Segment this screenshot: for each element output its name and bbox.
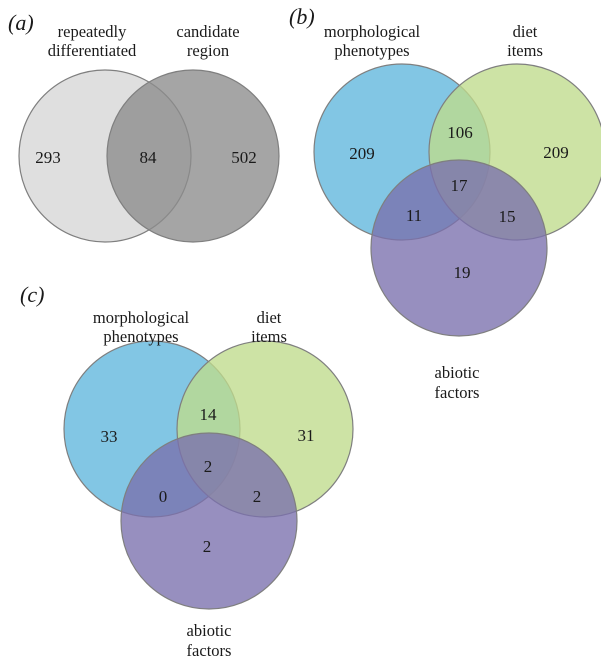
region-count-di-af: 2 bbox=[253, 487, 262, 506]
set-label-rd: differentiated bbox=[48, 41, 137, 60]
set-label-mp: phenotypes bbox=[103, 327, 178, 346]
set-label-cr: region bbox=[187, 41, 229, 60]
venn-circle-cr bbox=[106, 69, 280, 243]
region-count-af: 2 bbox=[203, 537, 212, 556]
region-count-mp-di: 14 bbox=[200, 405, 218, 424]
set-label-mp: phenotypes bbox=[334, 41, 409, 60]
region-count-rd-cr: 84 bbox=[140, 148, 158, 167]
set-label-mp: morphological bbox=[93, 308, 190, 327]
set-label-mp: morphological bbox=[324, 22, 421, 41]
set-label-rd: repeatedly bbox=[58, 22, 127, 41]
region-count-di: 209 bbox=[543, 143, 569, 162]
region-count-mp-di-af: 2 bbox=[204, 457, 213, 476]
region-count-mp-di: 106 bbox=[447, 123, 473, 142]
venn-circle-af bbox=[120, 432, 298, 610]
venn-circle-af bbox=[370, 159, 548, 337]
panel-label: (a) bbox=[8, 10, 34, 35]
panel-label: (c) bbox=[20, 282, 44, 307]
region-count-rd: 293 bbox=[35, 148, 61, 167]
region-count-di: 31 bbox=[298, 426, 315, 445]
set-label-di: items bbox=[507, 41, 543, 60]
region-count-cr: 502 bbox=[231, 148, 257, 167]
region-count-mp-di-af: 17 bbox=[451, 176, 469, 195]
region-count-af: 19 bbox=[454, 263, 471, 282]
panel-label: (b) bbox=[289, 4, 315, 29]
region-count-mp-af: 0 bbox=[159, 487, 168, 506]
set-label-di: items bbox=[251, 327, 287, 346]
region-count-mp: 209 bbox=[349, 144, 375, 163]
set-label-di: diet bbox=[257, 308, 282, 327]
set-label-cr: candidate bbox=[176, 22, 239, 41]
set-label-af: abiotic bbox=[435, 363, 480, 382]
set-label-di: diet bbox=[513, 22, 538, 41]
set-label-af: factors bbox=[187, 641, 232, 660]
set-label-af: abiotic bbox=[187, 621, 232, 640]
region-count-di-af: 15 bbox=[499, 207, 516, 226]
region-count-mp: 33 bbox=[101, 427, 118, 446]
set-label-af: factors bbox=[435, 383, 480, 402]
region-count-mp-af: 11 bbox=[406, 206, 422, 225]
